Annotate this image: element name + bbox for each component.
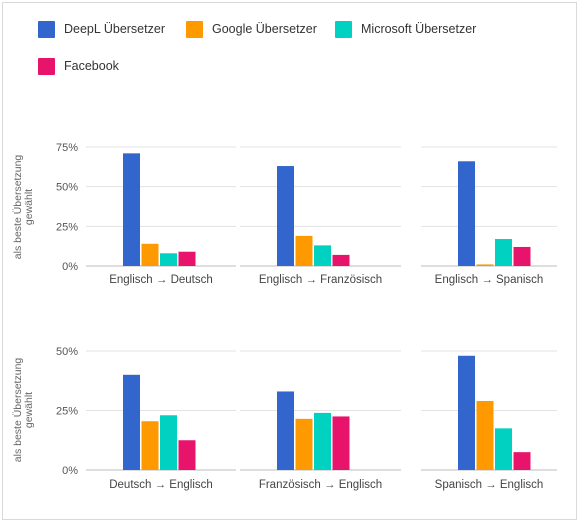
bar-microsoft-row1-panel1 xyxy=(160,253,177,266)
legend-label-deepl: DeepL Übersetzer xyxy=(64,22,165,36)
y-tick-label: 0% xyxy=(62,465,78,477)
bar-microsoft-row2-panel3 xyxy=(495,428,512,470)
y-tick-label: 25% xyxy=(56,221,78,233)
legend-swatch-microsoft xyxy=(335,20,352,38)
y-tick-label: 50% xyxy=(56,346,78,358)
y-tick-label: 50% xyxy=(56,182,78,194)
bar-deepl-row1-panel3 xyxy=(458,161,475,266)
bar-deepl-row2-panel3 xyxy=(458,355,475,470)
bar-deepl-row1-panel1 xyxy=(123,153,140,266)
bar-facebook-row1-panel1 xyxy=(178,251,196,266)
bar-microsoft-row2-panel1 xyxy=(160,415,177,470)
bar-google-row2-panel1 xyxy=(141,421,159,470)
legend-item-facebook: Facebook xyxy=(38,57,119,75)
legend-item-google: Google Übersetzer xyxy=(186,20,317,38)
bar-deepl-row1-panel2 xyxy=(277,166,294,266)
bar-google-row1-panel2 xyxy=(295,235,313,266)
bar-deepl-row2-panel1 xyxy=(123,374,140,470)
bar-microsoft-row2-panel2 xyxy=(314,412,331,470)
y-axis-label: als beste Übersetzunggewählt xyxy=(12,358,35,463)
y-tick-label: 25% xyxy=(56,406,78,418)
legend-label-microsoft: Microsoft Übersetzer xyxy=(361,22,477,36)
x-category-label: Englisch → Spanisch xyxy=(435,274,544,286)
bar-facebook-row1-panel2 xyxy=(332,254,350,266)
x-category-label: Französisch → Englisch xyxy=(259,479,382,491)
y-tick-label: 75% xyxy=(56,142,78,154)
legend: DeepL Übersetzer Google Übersetzer Micro… xyxy=(38,20,538,90)
bar-facebook-row2-panel2 xyxy=(332,416,350,470)
bar-deepl-row2-panel2 xyxy=(277,391,294,470)
x-category-label: Spanisch → Englisch xyxy=(435,479,544,491)
y-tick-label: 0% xyxy=(62,261,78,273)
bar-google-row2-panel2 xyxy=(295,418,313,470)
bar-microsoft-row1-panel3 xyxy=(495,239,512,266)
bar-google-row1-panel3 xyxy=(476,264,494,266)
x-category-label: Englisch → Französisch xyxy=(259,274,382,286)
bar-facebook-row2-panel1 xyxy=(178,440,196,470)
bar-google-row2-panel3 xyxy=(476,400,494,470)
legend-swatch-google xyxy=(186,20,203,38)
y-axis-label: als beste Übersetzunggewählt xyxy=(12,155,35,260)
legend-label-google: Google Übersetzer xyxy=(212,22,317,36)
legend-label-facebook: Facebook xyxy=(64,59,119,73)
bar-facebook-row1-panel3 xyxy=(513,246,531,266)
legend-swatch-facebook xyxy=(38,57,55,75)
bar-facebook-row2-panel3 xyxy=(513,452,531,470)
x-category-label: Deutsch → Englisch xyxy=(109,479,213,491)
x-category-label: Englisch → Deutsch xyxy=(109,274,213,286)
legend-item-microsoft: Microsoft Übersetzer xyxy=(335,20,476,38)
bar-microsoft-row1-panel2 xyxy=(314,245,331,266)
legend-swatch-deepl xyxy=(38,20,55,38)
legend-item-deepl: DeepL Übersetzer xyxy=(38,20,165,38)
bar-google-row1-panel1 xyxy=(141,243,159,266)
